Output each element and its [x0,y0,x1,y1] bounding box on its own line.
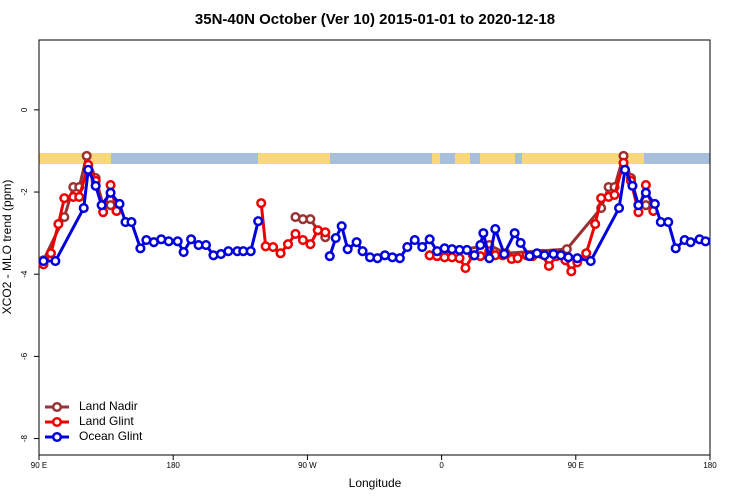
data-point [78,203,89,214]
data-point [460,262,471,274]
data-point [581,248,592,259]
data-point [619,164,631,175]
data-point [305,214,316,225]
data-point [563,252,574,263]
data-point [409,235,420,246]
data-point [253,216,264,227]
data-point [670,243,681,254]
x-tick-label: 90 W [298,461,317,470]
data-point [515,237,526,249]
data-point [336,221,347,232]
legend-label: Ocean Glint [79,429,143,443]
data-point [59,193,70,204]
data-point [305,239,316,250]
data-point [475,239,486,251]
data-point [45,248,56,259]
data-point [330,232,341,244]
data-point [585,256,596,267]
data-point [566,266,577,277]
data-point [461,244,472,256]
y-tick-label: -2 [20,188,29,196]
data-point [543,260,555,272]
data-point [275,248,286,259]
data-point [484,253,495,264]
data-point [663,216,674,228]
data-point [469,250,480,261]
data-point [126,216,137,228]
data-point [402,242,413,253]
x-tick-label: 90 E [31,461,47,470]
data-point [417,242,428,253]
data-point [114,198,125,209]
data-point [512,253,523,264]
data-point [135,243,146,254]
data-point [700,236,711,247]
data-point [490,223,501,235]
data-point [186,234,197,245]
data-point [499,249,510,260]
data-point [685,237,696,248]
data-point [454,253,465,264]
data-point [163,236,174,247]
data-point [342,244,353,255]
data-point [324,251,335,262]
x-axis-label: Longitude [349,476,402,490]
x-tick-label: 180 [167,461,181,470]
data-point [83,164,94,175]
legend-marker [51,416,63,428]
data-point [478,228,489,239]
data-point [90,180,101,191]
data-point [357,246,368,257]
plot-frame [38,39,711,456]
data-point [394,253,405,264]
x-tick-label: 90 E [568,461,584,470]
data-point [424,234,435,245]
data-point [290,228,301,239]
data-point [509,228,520,239]
data-point [640,179,651,191]
data-point [96,200,107,211]
data-point [572,253,583,264]
data-point [178,246,189,258]
data-point [539,250,550,261]
data-point [268,242,279,253]
y-tick-label: -4 [20,270,29,278]
land-ocean-strip [39,153,710,164]
data-point [200,239,212,251]
data-point [590,219,601,230]
data-point [105,179,116,191]
data-point [282,239,294,250]
data-point [351,237,362,248]
data-point [633,200,644,211]
data-point [53,219,64,230]
data-point [609,189,620,200]
data-point [74,191,85,203]
data-point [105,187,116,198]
chart-title: 35N-40N October (Ver 10) 2015-01-01 to 2… [195,11,555,28]
data-point [320,227,331,238]
legend-label: Land Glint [79,414,134,428]
data-point [297,235,308,246]
legend-label: Land Nadir [79,399,138,413]
x-tick-label: 180 [703,461,717,470]
legend-marker [51,431,63,443]
data-point [613,203,625,214]
data-point [81,150,92,161]
data-point [627,180,638,191]
y-tick-label: -8 [20,434,29,442]
data-point [640,187,651,198]
data-point [172,236,183,247]
data-point [50,256,61,267]
data-point [38,256,49,267]
legend-marker [51,401,63,413]
data-point [256,198,267,209]
y-tick-label: -6 [20,352,29,360]
y-tick-label: 0 [20,107,29,112]
data-point [245,246,256,257]
data-point [223,246,234,257]
x-tick-label: 0 [439,461,444,470]
data-point [649,198,660,209]
y-axis-label: XCO2 - MLO trend (ppm) [0,180,14,315]
